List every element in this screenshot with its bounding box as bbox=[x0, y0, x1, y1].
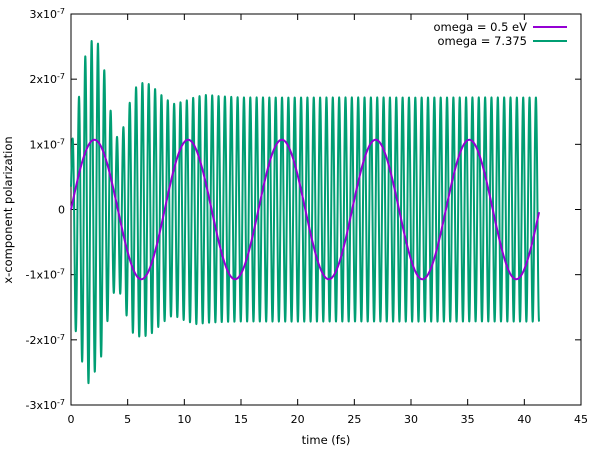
x-tick-label: 45 bbox=[574, 413, 588, 426]
x-tick-label: 10 bbox=[177, 413, 191, 426]
x-axis-ticks: 0 5 10 15 20 25 30 35 40 45 bbox=[68, 14, 588, 426]
y-axis-ticks: -3x10-7 -2x10-7 -1x10-7 0 1x10-7 2x10-7 3x10-7 bbox=[26, 7, 581, 413]
x-tick-label: 5 bbox=[124, 413, 131, 426]
legend-label-series-2: omega = 7.375 bbox=[437, 34, 527, 48]
y-axis-label: x-component polarization bbox=[1, 136, 15, 283]
x-tick-label: 40 bbox=[517, 413, 531, 426]
legend: omega = 0.5 eV omega = 7.375 bbox=[434, 20, 567, 48]
x-tick-label: 20 bbox=[291, 413, 305, 426]
y-tick-label: -2x10-7 bbox=[26, 332, 65, 347]
series-line-omega-7375 bbox=[70, 39, 541, 385]
y-tick-label: 3x10-7 bbox=[30, 7, 66, 22]
x-tick-label: 0 bbox=[68, 413, 75, 426]
series-line-omega-05 bbox=[70, 138, 541, 281]
x-tick-label: 35 bbox=[461, 413, 475, 426]
y-tick-label: 2x10-7 bbox=[30, 72, 66, 87]
x-tick-label: 30 bbox=[404, 413, 418, 426]
x-tick-label: 15 bbox=[234, 413, 248, 426]
y-tick-label: -3x10-7 bbox=[26, 398, 65, 413]
legend-label-series-1: omega = 0.5 eV bbox=[434, 20, 528, 34]
y-tick-label: 0 bbox=[58, 204, 65, 217]
y-tick-label: 1x10-7 bbox=[30, 137, 66, 152]
x-tick-label: 25 bbox=[347, 413, 361, 426]
plot-area bbox=[70, 39, 541, 385]
y-tick-label: -1x10-7 bbox=[26, 267, 65, 282]
x-axis-label: time (fs) bbox=[302, 433, 351, 447]
